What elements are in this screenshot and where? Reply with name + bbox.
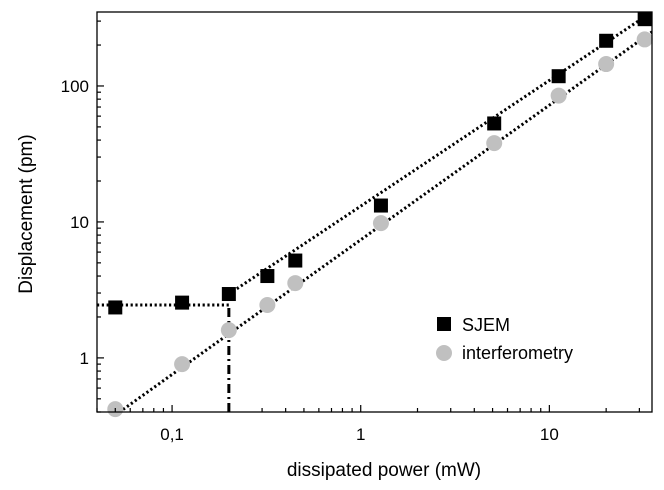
legend: SJEM interferometry [436,315,573,363]
y-tick-label: 100 [61,77,89,96]
x-axis-title: dissipated power (mW) [287,460,481,481]
fit-line-SJEM-fit [228,12,652,296]
y-tick-label: 1 [80,349,89,368]
data-point-interferometry [174,356,191,373]
data-point-interferometry [287,275,304,292]
data-point-interferometry [636,31,653,48]
data-point-sjem [551,69,566,84]
data-point-sjem [373,198,388,213]
data-point-interferometry [220,322,237,339]
plot-frame [96,11,653,413]
x-tick-label: 10 [540,425,559,444]
data-point-interferometry [372,215,389,232]
y-axis-title: Displacement (pm) [16,134,37,293]
data-point-interferometry [550,87,567,104]
legend-label-interferometry: interferometry [462,343,573,363]
y-tick-label: 10 [70,213,89,232]
ticks-layer: 0,1 1 10 1 10 100 [61,20,640,444]
legend-label-sjem: SJEM [462,315,510,335]
data-point-sjem [175,295,190,310]
data-point-interferometry [598,56,615,73]
data-point-sjem [260,269,275,284]
legend-marker-sjem [437,317,451,331]
data-point-sjem [637,12,652,27]
data-point-sjem [221,287,236,302]
data-point-sjem [288,253,303,268]
data-point-sjem [108,300,123,315]
data-point-sjem [487,116,502,131]
data-point-interferometry [486,135,503,152]
legend-marker-interferometry [436,345,452,361]
x-tick-label: 1 [356,425,365,444]
x-tick-label: 0,1 [160,425,184,444]
data-point-sjem [599,33,614,48]
data-point-interferometry [259,296,276,313]
